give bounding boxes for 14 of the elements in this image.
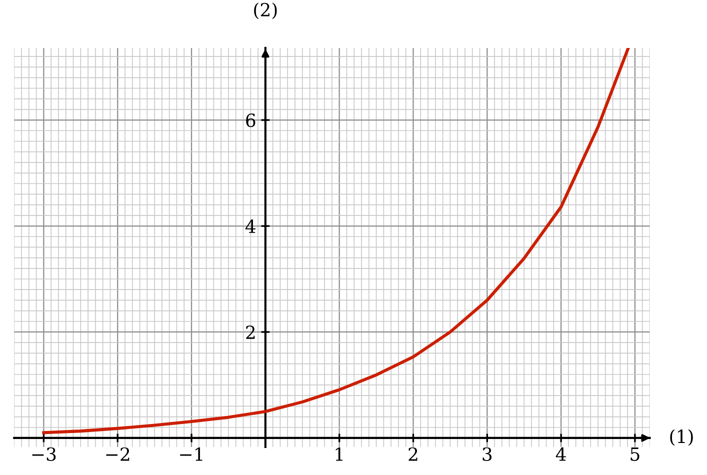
x-tick-label: 4 [556, 447, 566, 461]
x-tick-label: 3 [482, 447, 492, 461]
y-tick-label: 4 [245, 219, 256, 233]
x-tick-label: 5 [630, 448, 640, 461]
y-tick-label: 6 [246, 114, 256, 128]
line-series [42, 48, 630, 434]
y-axis-title: (2) [254, 2, 277, 20]
y-tick-label: 2 [246, 325, 255, 339]
x-tick-label: −1 [180, 447, 202, 461]
x-axis-title: (1) [670, 429, 693, 446]
x-tick-label: 2 [408, 447, 418, 461]
x-tick-label: −3 [32, 447, 56, 461]
x-tick-label: 1 [336, 447, 343, 461]
x-tick-label: −2 [106, 447, 130, 461]
